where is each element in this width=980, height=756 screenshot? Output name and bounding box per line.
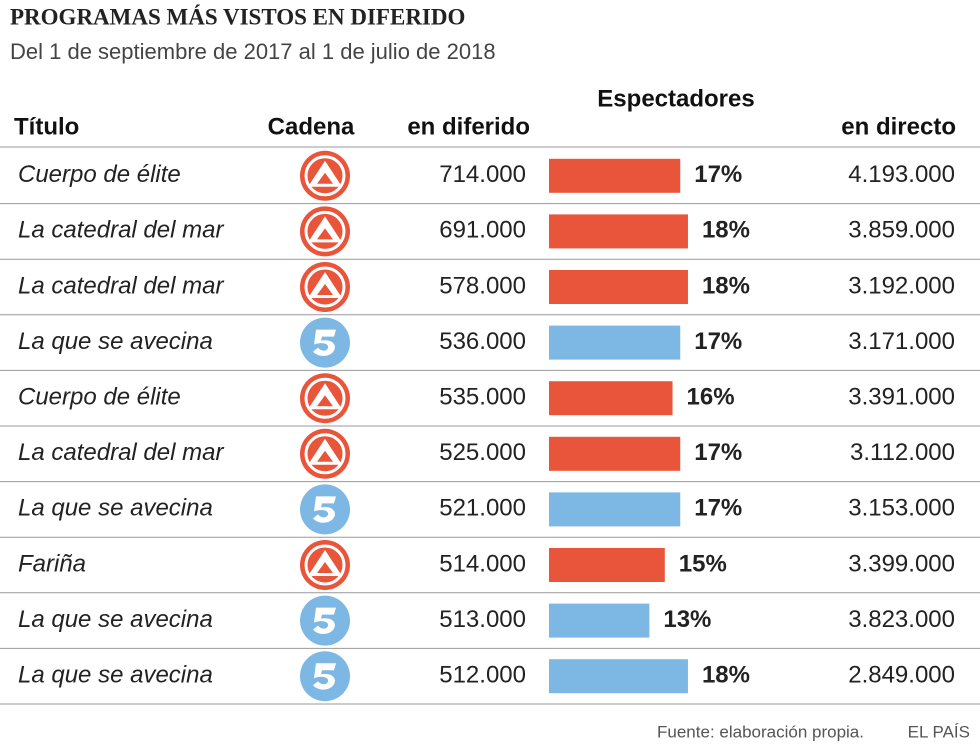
share-bar <box>549 436 681 471</box>
share-label: 17% <box>694 328 742 355</box>
program-title: La catedral del mar <box>18 217 224 244</box>
logo-glyph <box>313 607 336 634</box>
channel-logo <box>300 428 350 479</box>
logo-ring <box>304 544 346 586</box>
share-label: 15% <box>679 550 727 577</box>
program-title: La que se avecina <box>18 606 213 633</box>
delayed-viewers: 714.000 <box>439 161 526 188</box>
channel-logo <box>300 262 350 312</box>
column-header: Título <box>14 113 79 140</box>
delayed-viewers: 521.000 <box>439 495 526 522</box>
logo-ring <box>304 377 346 419</box>
share-bar <box>549 659 688 694</box>
live-viewers: 3.399.000 <box>848 550 955 577</box>
live-viewers: 3.112.000 <box>850 439 955 466</box>
delayed-viewers: 578.000 <box>439 272 526 299</box>
column-header: en directo <box>841 113 956 140</box>
delayed-viewers: 691.000 <box>439 217 526 244</box>
live-viewers: 3.153.000 <box>848 495 955 522</box>
channel-logo <box>300 206 350 257</box>
program-title: La que se avecina <box>18 662 213 689</box>
program-title: La catedral del mar <box>18 439 224 466</box>
share-bar <box>549 492 681 527</box>
logo-glyph <box>308 216 342 243</box>
logo-glyph <box>308 550 342 576</box>
subtitle: Del 1 de septiembre de 2017 al 1 de juli… <box>10 39 496 64</box>
channel-logo <box>300 150 350 201</box>
share-label: 18% <box>702 217 750 244</box>
delayed-viewers: 512.000 <box>439 662 526 689</box>
share-label: 18% <box>702 272 750 299</box>
logo-ring <box>304 210 346 252</box>
title: PROGRAMAS MÁS VISTOS EN DIFERIDO <box>10 4 465 29</box>
brand: EL PAÍS <box>908 722 970 741</box>
program-title: La catedral del mar <box>18 272 224 299</box>
share-bar <box>549 270 688 304</box>
channel-logo <box>300 540 350 590</box>
share-bar <box>549 325 681 360</box>
share-label: 18% <box>702 662 750 689</box>
channel-logo <box>300 595 350 646</box>
program-title: La que se avecina <box>18 495 213 522</box>
delayed-viewers: 525.000 <box>439 439 526 466</box>
live-viewers: 3.391.000 <box>848 384 955 411</box>
channel-logo <box>300 317 350 368</box>
share-label: 17% <box>694 439 742 466</box>
share-label: 17% <box>694 495 742 522</box>
program-title: Fariña <box>18 550 86 577</box>
live-viewers: 3.171.000 <box>848 328 955 355</box>
logo-glyph <box>313 663 336 690</box>
delayed-viewers: 535.000 <box>439 384 526 411</box>
logo-ring <box>304 433 346 475</box>
group-header: Espectadores <box>597 85 754 112</box>
live-viewers: 3.823.000 <box>848 606 955 633</box>
logo-glyph <box>308 438 342 465</box>
share-bar <box>549 603 650 638</box>
share-bar <box>549 381 673 416</box>
column-header: Cadena <box>268 113 355 140</box>
channel-logo <box>300 651 350 702</box>
live-viewers: 4.193.000 <box>848 161 955 188</box>
live-viewers: 3.859.000 <box>848 217 955 244</box>
share-bar <box>549 214 688 249</box>
source: Fuente: elaboración propia. <box>657 722 864 741</box>
column-header: en diferido <box>407 113 530 140</box>
share-bar <box>549 158 681 193</box>
live-viewers: 3.192.000 <box>848 272 955 299</box>
channel-logo <box>300 373 350 424</box>
share-label: 16% <box>687 384 735 411</box>
share-bar <box>549 548 665 582</box>
program-title: Cuerpo de élite <box>18 384 181 411</box>
delayed-viewers: 514.000 <box>439 550 526 577</box>
logo-glyph <box>313 329 336 356</box>
program-title: La que se avecina <box>18 328 213 355</box>
program-title: Cuerpo de élite <box>18 161 181 188</box>
live-viewers: 2.849.000 <box>848 662 955 689</box>
share-label: 13% <box>663 606 711 633</box>
delayed-viewers: 536.000 <box>439 328 526 355</box>
logo-ring <box>304 266 346 308</box>
logo-glyph <box>308 272 342 298</box>
logo-glyph <box>313 496 336 523</box>
logo-glyph <box>308 383 342 410</box>
share-label: 17% <box>694 161 742 188</box>
logo-ring <box>304 155 346 197</box>
logo-glyph <box>308 160 342 187</box>
delayed-viewers: 513.000 <box>439 606 526 633</box>
channel-logo <box>300 484 350 535</box>
